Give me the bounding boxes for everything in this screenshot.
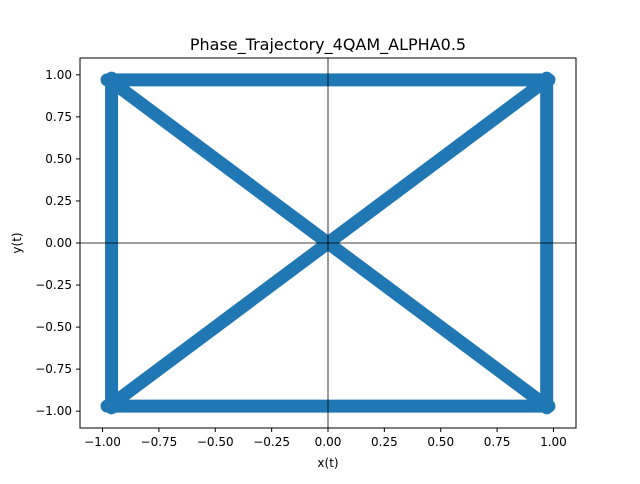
y-tick-label: 0.75 bbox=[45, 110, 72, 124]
y-tick-label: 1.00 bbox=[45, 68, 72, 82]
x-tick-label: 1.00 bbox=[540, 435, 567, 449]
x-tick-label: −0.25 bbox=[253, 435, 290, 449]
y-tick-label: −0.50 bbox=[35, 320, 72, 334]
y-tick-label: 0.50 bbox=[45, 152, 72, 166]
plot-area bbox=[80, 58, 576, 428]
y-tick-label: 0.00 bbox=[45, 236, 72, 250]
x-tick-label: 0.50 bbox=[427, 435, 454, 449]
x-tick-label: 0.75 bbox=[484, 435, 511, 449]
y-tick-label: −0.25 bbox=[35, 278, 72, 292]
x-tick-label: −0.50 bbox=[197, 435, 234, 449]
y-axis-label: y(t) bbox=[10, 232, 24, 253]
x-axis-label: x(t) bbox=[317, 456, 338, 470]
axis-ticks: −1.00 −0.75 −0.50 −0.25 0.00 0.25 0.50 0.75 1.00… bbox=[35, 68, 567, 449]
y-tick-label: −1.00 bbox=[35, 404, 72, 418]
x-tick-label: −1.00 bbox=[84, 435, 121, 449]
x-tick-label: −0.75 bbox=[141, 435, 178, 449]
x-tick-label: 0.25 bbox=[371, 435, 398, 449]
y-tick-label: 0.25 bbox=[45, 194, 72, 208]
chart-title: Phase_Trajectory_4QAM_ALPHA0.5 bbox=[190, 35, 466, 55]
x-tick-label: 0.00 bbox=[315, 435, 342, 449]
y-tick-label: −0.75 bbox=[35, 362, 72, 376]
